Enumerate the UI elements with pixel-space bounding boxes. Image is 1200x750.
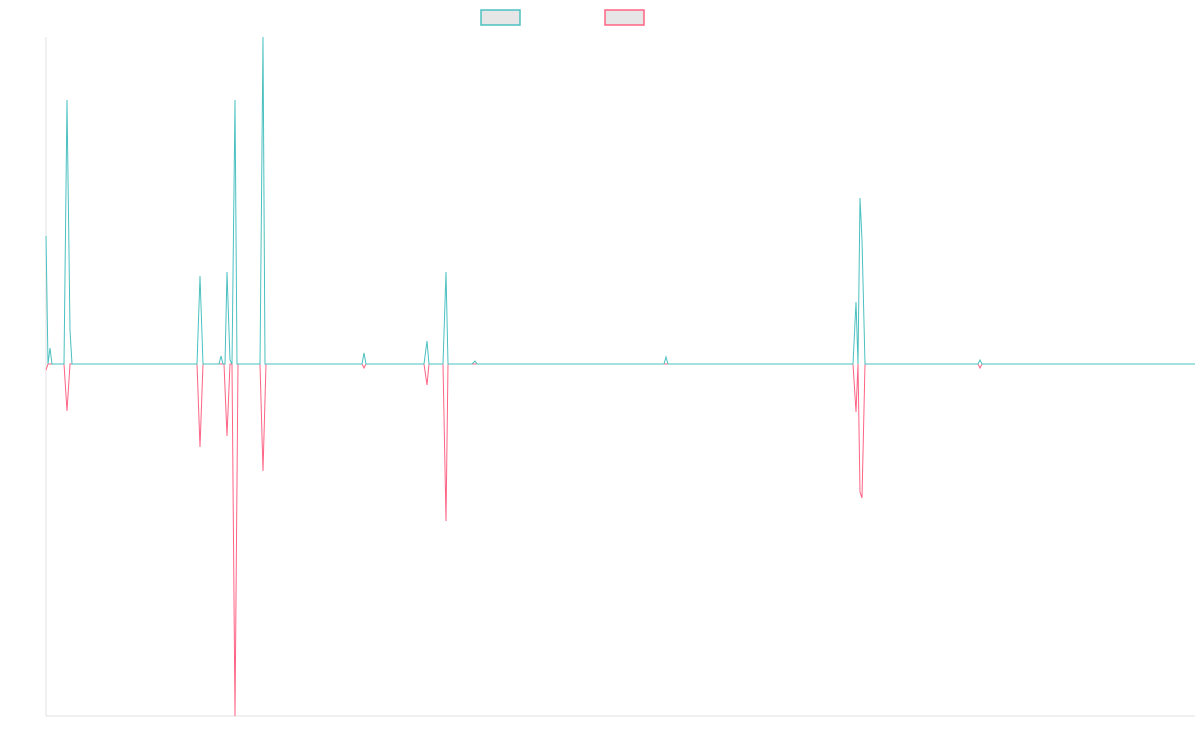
legend-swatch-0[interactable] bbox=[480, 9, 521, 26]
series-line-0 bbox=[45, 36, 1195, 365]
legend bbox=[480, 9, 645, 26]
legend-swatch-1[interactable] bbox=[604, 9, 645, 26]
series-line-1 bbox=[45, 363, 1195, 717]
